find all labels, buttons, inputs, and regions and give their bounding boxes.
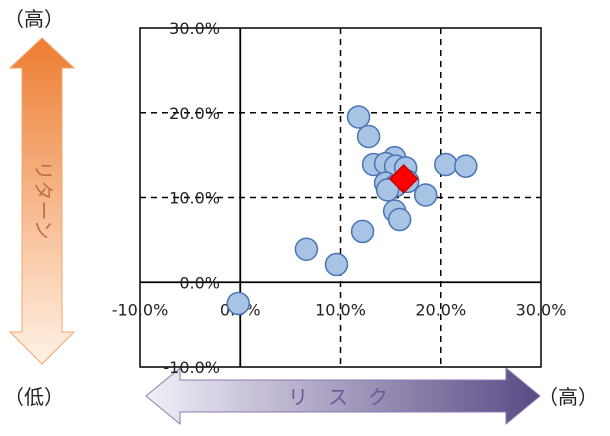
- risk-arrow: [145, 366, 541, 426]
- y-tick-label: 10.0%: [169, 189, 220, 208]
- data-point: [434, 152, 458, 177]
- y-tick-label: 30.0%: [169, 19, 220, 38]
- x-high-label: （高）: [538, 385, 598, 409]
- data-point: [226, 291, 250, 316]
- data-point: [375, 178, 400, 202]
- data-point: [294, 237, 319, 261]
- data-point: [350, 219, 375, 244]
- y-high-label: （高）: [4, 7, 64, 31]
- y-tick-label: 20.0%: [169, 104, 220, 123]
- return-arrow: [8, 37, 76, 365]
- data-point: [387, 207, 412, 232]
- data-point: [356, 124, 381, 149]
- plot-area: -10.0%0.0%10.0%20.0%30.0%-10.0%0.0%10.0%…: [112, 19, 567, 377]
- y-low-label: （低）: [4, 385, 64, 409]
- x-tick-label: -10.0%: [112, 300, 169, 319]
- x-tick-label: 20.0%: [415, 300, 466, 319]
- risk-arrow-label: リ ス ク: [288, 385, 388, 409]
- data-point: [324, 252, 349, 277]
- data-point: [346, 105, 371, 129]
- data-point: [454, 154, 478, 178]
- return-arrow-label: リターン: [32, 161, 56, 240]
- highlight-point: [388, 164, 419, 194]
- x-tick-label: 30.0%: [516, 300, 567, 319]
- y-tick-label: 0.0%: [179, 273, 220, 292]
- y-tick-label: -10.0%: [163, 358, 220, 377]
- x-tick-label: 10.0%: [315, 300, 366, 319]
- data-point: [413, 183, 438, 207]
